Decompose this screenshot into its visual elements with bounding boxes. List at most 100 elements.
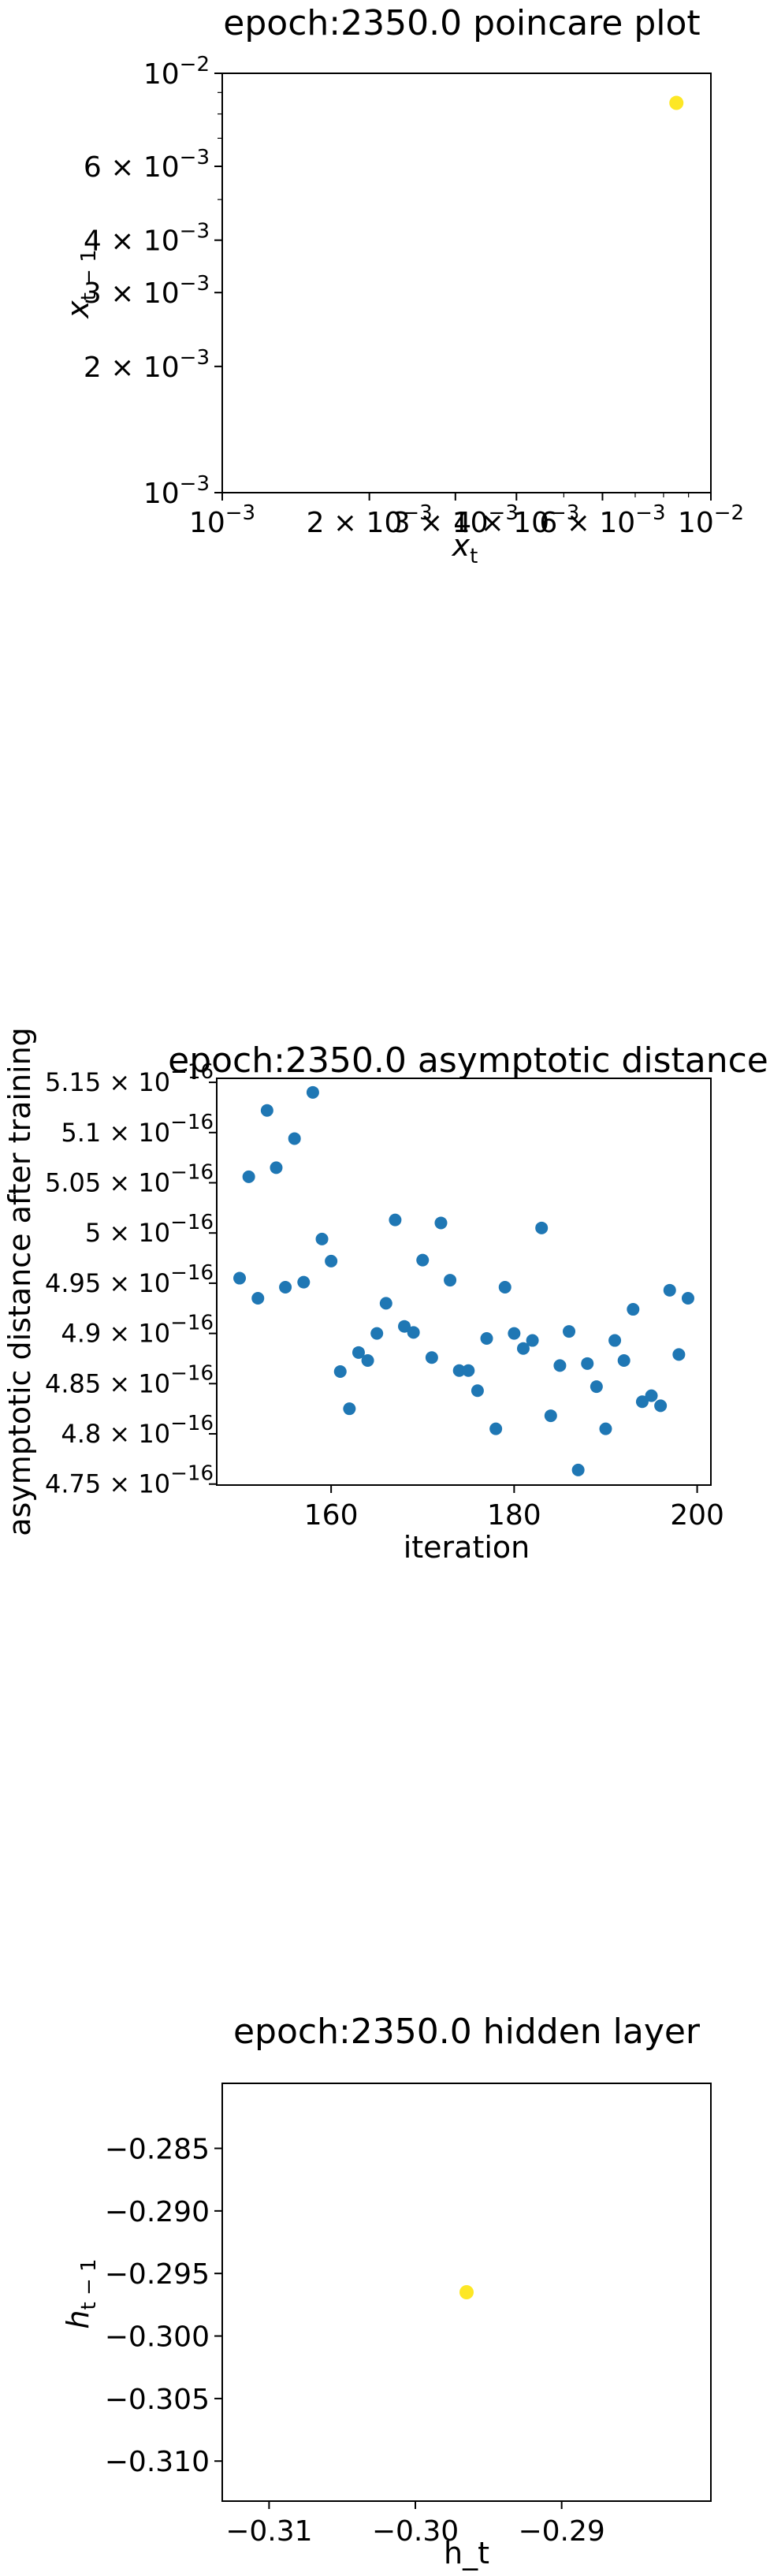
x-tick-label: 160 — [304, 1499, 359, 1532]
data-point — [462, 1364, 475, 1377]
y-tick-label: 4.75 × 10−16 — [45, 1462, 214, 1499]
data-point — [279, 1281, 292, 1294]
data-point — [459, 2285, 474, 2299]
data-point — [270, 1161, 283, 1174]
y-axis-label: xt − 1 — [61, 249, 101, 319]
data-points — [459, 2285, 474, 2299]
data-point — [489, 1422, 503, 1435]
x-tick-label: 10−3 — [189, 501, 255, 539]
x-axis: 160 180 200 — [304, 1485, 724, 1532]
data-point — [544, 1409, 557, 1423]
y-axis: 4.75 × 10−16 4.8 × 10−16 4.85 × 10−16 4.9 ×… — [45, 1060, 217, 1499]
y-tick-label: −0.305 — [105, 2384, 210, 2416]
data-point — [581, 1357, 594, 1370]
data-point — [297, 1275, 311, 1289]
x-tick-label: 3 × 10−3 — [392, 501, 519, 539]
data-point — [434, 1216, 448, 1230]
x-tick-label: 10−2 — [678, 501, 744, 539]
y-axis-label: ht − 1 — [61, 2258, 101, 2328]
y-tick-label: 3 × 10−3 — [84, 272, 210, 310]
data-point — [416, 1253, 430, 1267]
data-point — [251, 1292, 265, 1305]
x-tick-label: 6 × 10−3 — [539, 501, 665, 539]
plot-frame — [221, 73, 712, 493]
y-tick-label: 5.1 × 10−16 — [61, 1111, 214, 1148]
y-tick-label: 4.9 × 10−16 — [61, 1312, 214, 1349]
data-point — [288, 1132, 301, 1145]
x-tick-label: 200 — [670, 1499, 724, 1532]
data-point — [361, 1354, 374, 1368]
y-tick-label: 4.8 × 10−16 — [61, 1412, 214, 1449]
data-point — [352, 1346, 365, 1359]
data-point — [242, 1170, 255, 1183]
data-point — [425, 1351, 438, 1364]
data-point — [553, 1359, 567, 1372]
data-point — [526, 1334, 539, 1347]
hidden-layer-chart: epoch:2350.0 hidden layer −0.31 −0.30 −0.2… — [61, 2012, 712, 2570]
data-point — [608, 1334, 622, 1347]
y-tick-label: 5.15 × 10−16 — [45, 1060, 214, 1097]
y-tick-label: −0.295 — [105, 2258, 210, 2291]
data-point — [590, 1380, 603, 1394]
data-point — [444, 1274, 457, 1287]
x-tick-label: 4 × 10−3 — [453, 501, 579, 539]
y-tick-label: −0.285 — [105, 2134, 210, 2166]
data-point — [645, 1389, 658, 1402]
x-tick-label: 2 × 10−3 — [307, 501, 433, 539]
x-tick-label: −0.31 — [225, 2515, 312, 2548]
y-tick-label: 5.05 × 10−16 — [45, 1161, 214, 1198]
y-tick-label: 4 × 10−3 — [84, 220, 210, 258]
y-axis: 10−3 2 × 10−3 3 × 10−3 4 × 10−3 6 × 10−3 10−2 — [84, 53, 222, 510]
x-tick-label: 180 — [487, 1499, 541, 1532]
data-point — [260, 1104, 273, 1117]
x-axis-label: iteration — [404, 1530, 530, 1565]
y-tick-label: 4.85 × 10−16 — [45, 1361, 214, 1398]
x-tick-label: −0.29 — [518, 2515, 604, 2548]
data-point — [379, 1297, 392, 1310]
data-points — [669, 95, 684, 110]
x-axis: 10−3 2 × 10−33 × 10−34 × 10−36 × 10−3 10−2 — [189, 493, 744, 539]
chart-title: epoch:2350.0 poincare plot — [223, 3, 700, 43]
data-point — [407, 1326, 420, 1339]
y-axis-label: asymptotic distance after training — [2, 1027, 37, 1536]
data-point — [480, 1331, 493, 1345]
data-point — [306, 1085, 319, 1099]
data-point — [471, 1384, 484, 1398]
y-tick-label: 4.95 × 10−16 — [45, 1261, 214, 1298]
asymptotic-distance-chart: epoch:2350.0 asymptotic distance 160 180 2… — [2, 1027, 768, 1565]
x-axis-label: h_t — [444, 2536, 489, 2570]
data-point — [681, 1292, 694, 1305]
data-point — [333, 1365, 347, 1379]
data-point — [398, 1320, 411, 1333]
y-tick-label: 6 × 10−3 — [84, 146, 210, 184]
data-point — [672, 1348, 686, 1361]
data-point — [535, 1221, 549, 1234]
y-tick-label: −0.300 — [105, 2321, 210, 2354]
y-tick-label: 10−2 — [143, 53, 210, 91]
y-tick-label: 5 × 10−16 — [85, 1211, 214, 1248]
data-point — [516, 1342, 530, 1355]
chart-title: epoch:2350.0 hidden layer — [233, 2012, 701, 2052]
data-point — [563, 1325, 576, 1338]
y-tick-label: 2 × 10−3 — [84, 346, 210, 384]
plot-frame — [221, 2083, 712, 2502]
y-tick-label: 10−3 — [143, 472, 210, 510]
poincare-chart: epoch:2350.0 poincare plot 10−3 2 × 10−33… — [61, 3, 744, 568]
data-point — [233, 1271, 247, 1285]
data-point — [571, 1463, 585, 1476]
data-point — [315, 1232, 329, 1245]
y-tick-label: −0.310 — [105, 2446, 210, 2478]
data-point — [617, 1354, 631, 1368]
x-axis-label: xt — [452, 528, 478, 568]
data-point — [325, 1254, 338, 1268]
data-point — [599, 1422, 612, 1435]
data-point — [508, 1327, 521, 1340]
data-point — [654, 1399, 668, 1413]
y-tick-label: −0.290 — [105, 2196, 210, 2228]
data-point — [663, 1283, 676, 1297]
data-point — [389, 1213, 402, 1227]
data-point — [635, 1395, 649, 1409]
chart-title: epoch:2350.0 asymptotic distance — [168, 1040, 768, 1081]
data-point — [627, 1303, 640, 1316]
